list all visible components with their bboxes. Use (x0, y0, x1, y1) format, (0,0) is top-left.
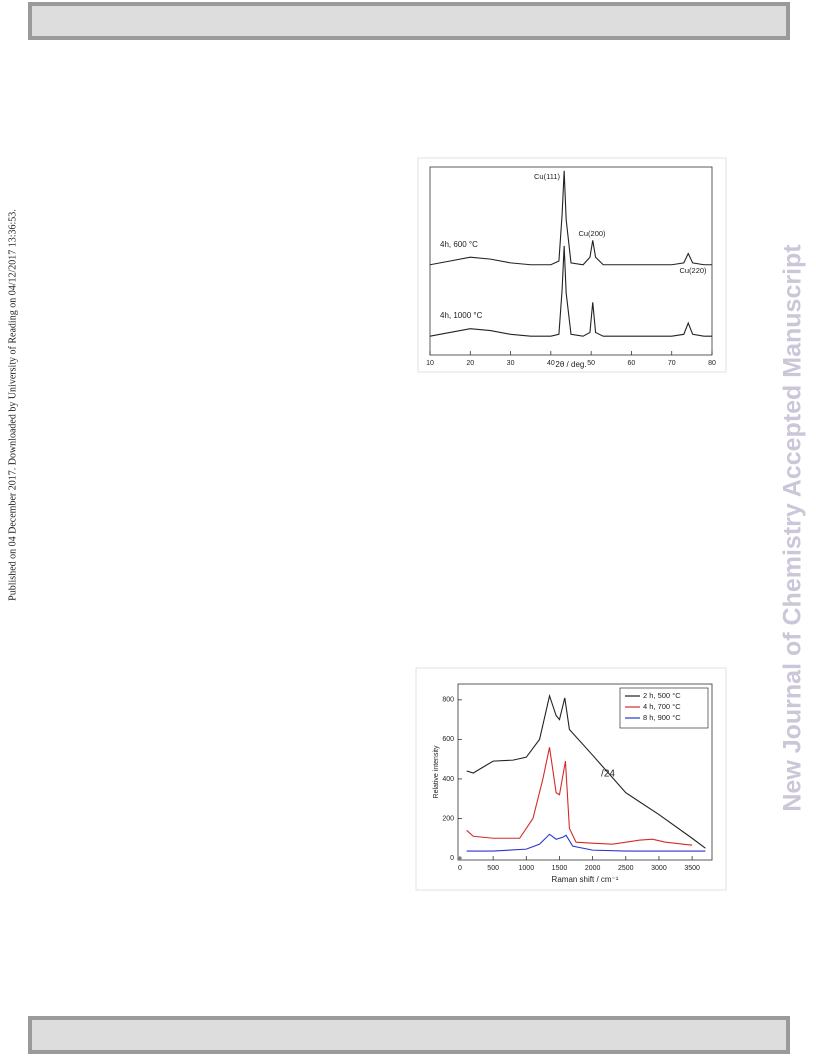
x-axis-label: Raman shift / cm⁻¹ (552, 875, 619, 884)
x-tick-label: 60 (628, 360, 636, 367)
plot-frame (429, 166, 713, 356)
series-line (466, 747, 693, 846)
annotation: Cu(111) (534, 172, 560, 181)
annotation: Cu(220) (679, 266, 707, 275)
x-tick-label: 3500 (684, 865, 700, 872)
series-line (429, 245, 712, 337)
y-tick-label: 800 (442, 697, 454, 704)
x-tick-label: 1500 (552, 865, 568, 872)
series-line (466, 833, 706, 852)
annotation: /24 (601, 769, 615, 780)
x-tick-label: 20 (466, 360, 474, 367)
series-label: 4h, 1000 °C (440, 311, 483, 320)
plot-frame (457, 683, 713, 861)
y-tick-label: 400 (442, 776, 454, 783)
x-tick-label: 50 (587, 360, 595, 367)
series-line (466, 693, 706, 849)
legend-label: 2 h, 500 °C (643, 691, 681, 700)
y-tick-label: 600 (442, 736, 454, 743)
x-tick-label: 2500 (618, 865, 634, 872)
y-tick-label: 0 (450, 855, 454, 862)
x-tick-label: 1000 (519, 865, 535, 872)
x-tick-label: 70 (668, 360, 676, 367)
legend-label: 8 h, 900 °C (643, 713, 681, 722)
x-axis-label: 2θ / deg. (555, 360, 586, 369)
annotation: Cu(200) (578, 229, 606, 238)
x-tick-label: 500 (487, 865, 499, 872)
header-bar (28, 2, 790, 40)
footer-bar (28, 1016, 790, 1054)
y-tick-label: 200 (442, 815, 454, 822)
x-tick-label: 10 (426, 360, 434, 367)
x-tick-label: 30 (507, 360, 515, 367)
y-axis-label: Relative intensity (433, 745, 440, 798)
series-label: 4h, 600 °C (440, 240, 478, 249)
figure-frame (417, 157, 727, 373)
x-tick-label: 2000 (585, 865, 601, 872)
series-line (429, 170, 712, 266)
legend-label: 4 h, 700 °C (643, 702, 681, 711)
x-tick-label: 80 (708, 360, 716, 367)
x-tick-label: 0 (458, 865, 462, 872)
legend-box (619, 687, 709, 729)
x-tick-label: 40 (547, 360, 555, 367)
x-tick-label: 3000 (651, 865, 667, 872)
